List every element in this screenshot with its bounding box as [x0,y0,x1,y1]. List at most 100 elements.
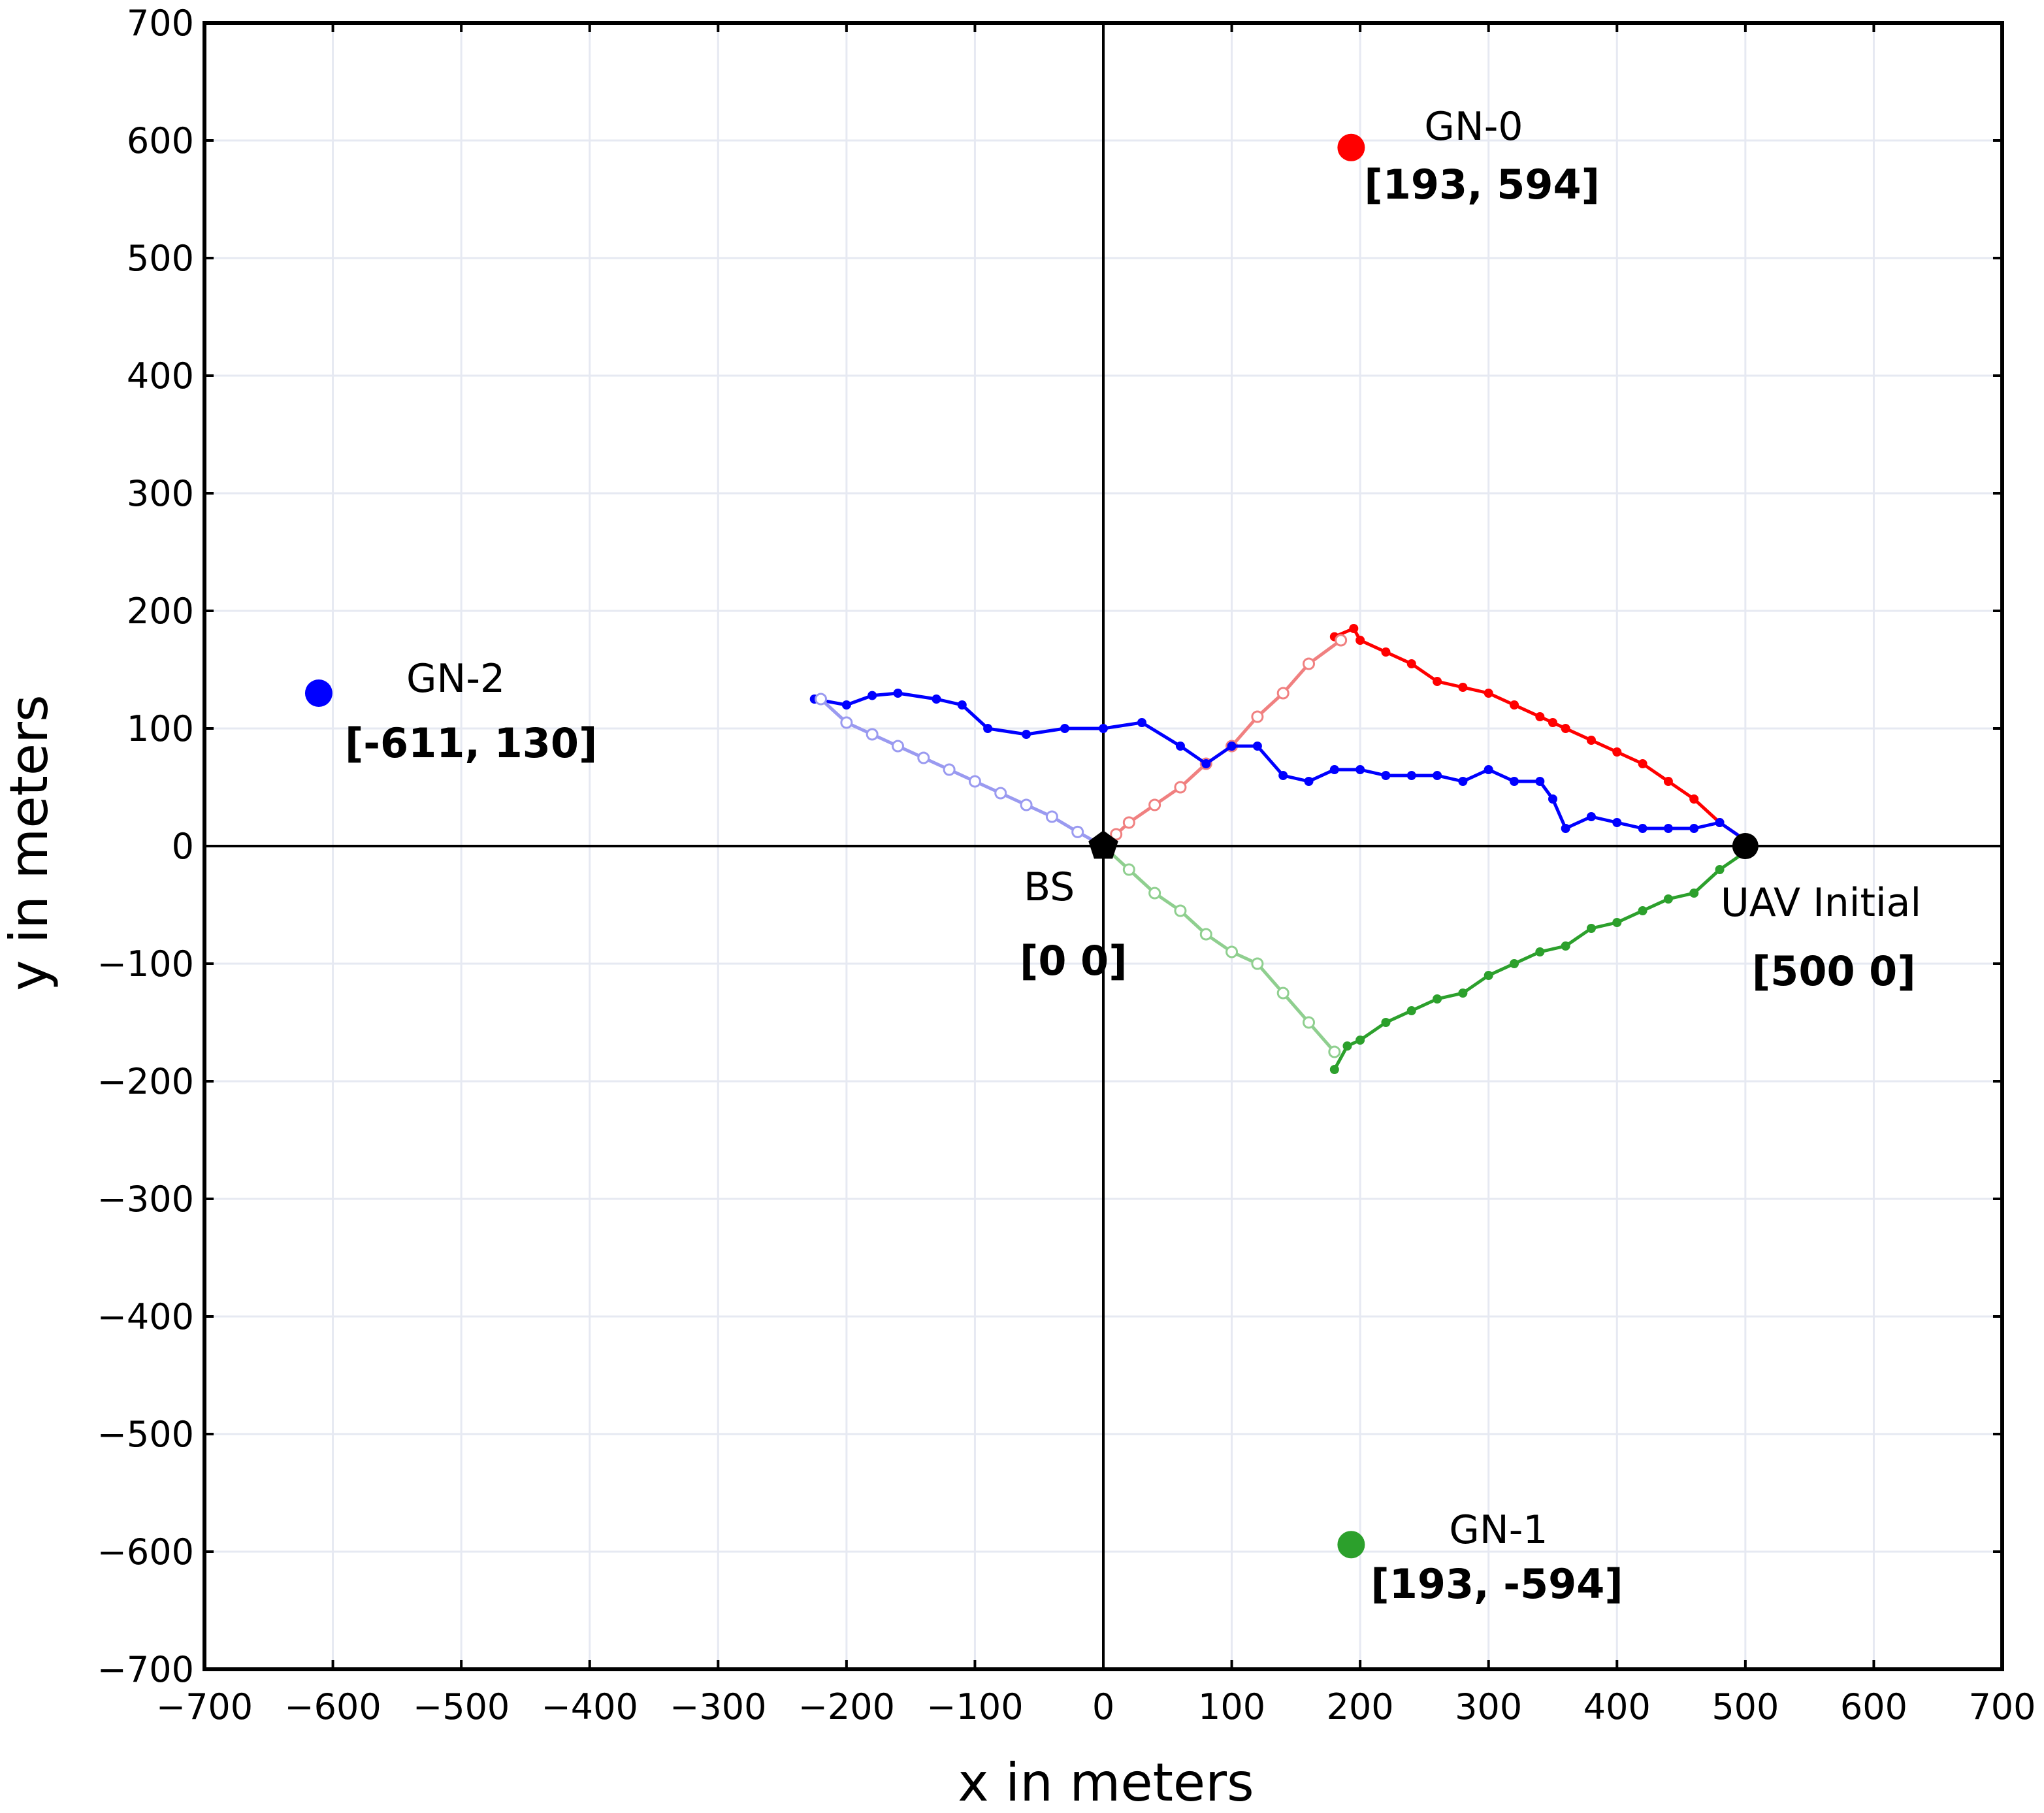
y-tick-label: 400 [127,355,194,397]
y-axis-title: y in meters [0,694,59,990]
series-point [1548,794,1557,804]
series-point [1349,624,1359,633]
series-point [1251,710,1264,723]
point-coordinate-label: [193, 594] [1364,161,1600,208]
series-point [1122,816,1135,829]
series-point [1328,1045,1341,1058]
series-point [1535,777,1545,786]
tick-labels: −700 −600 −500 −400 −300 −200 −100 0 100 200 300 40… [97,3,2036,1727]
x-tick-label: −500 [413,1686,510,1727]
point-name-label: GN-1 [1449,1507,1548,1553]
series-point [1406,659,1416,668]
series-point [1276,687,1290,700]
series-point [1638,759,1647,768]
x-tick-label: 600 [1840,1686,1907,1727]
point-coordinate-label: [500 0] [1752,947,1916,995]
y-tick-label: 600 [127,120,194,161]
series-point [1406,771,1416,780]
series-point [1586,924,1596,933]
y-tick-label: −200 [97,1061,194,1102]
series-point [1586,736,1596,745]
x-tick-label: 400 [1583,1686,1651,1727]
series-point [1663,777,1673,786]
series-point [1458,988,1468,998]
series-point [1381,771,1391,780]
series-point [1433,994,1442,1004]
series-point [1458,683,1468,692]
series-point [1099,724,1108,733]
series-point [1060,724,1070,733]
series-point [1663,824,1673,833]
series-point [1227,742,1237,751]
x-tick-label: −600 [284,1686,381,1727]
series-point [1612,747,1622,757]
series-point [868,691,877,700]
series-point [1174,904,1187,917]
series-point [1122,863,1135,876]
x-tick-label: −100 [926,1686,1023,1727]
series-point [866,728,879,741]
series-point [1022,730,1031,739]
y-tick-label: −600 [97,1531,194,1573]
series-point [1381,647,1391,657]
y-tick-label: 700 [127,3,194,44]
series-point [983,724,993,733]
y-tick-label: 200 [127,591,194,632]
series-point [1484,971,1493,980]
y-tick-label: −500 [97,1414,194,1455]
y-tick-label: 500 [127,238,194,279]
series-4 [809,689,1750,845]
series-point [1304,777,1314,786]
point-coordinate-label: [-611, 130] [345,719,597,767]
point-name-label: BS [1024,864,1075,910]
series-point [1020,798,1033,811]
x-tick-label: −700 [156,1686,253,1727]
x-tick-label: 700 [1968,1686,2036,1727]
series-point [1201,759,1211,768]
series-point [1303,1016,1316,1029]
uav-initial-marker [1732,833,1759,859]
series-point [957,700,967,710]
series-point [1663,894,1673,904]
series-point [1175,742,1185,751]
series-point [1612,918,1622,927]
y-tick-label: 0 [172,826,194,867]
series-point [1174,781,1187,794]
series-point [1458,777,1468,786]
series-point [1715,865,1725,874]
series-point [1381,1018,1391,1027]
series-point [1276,987,1290,1000]
series-point [1335,634,1348,647]
series-point [1638,906,1647,915]
x-tick-label: 200 [1327,1686,1394,1727]
series-point [1535,712,1545,721]
series-point [917,751,930,764]
series-point [943,763,956,776]
series-point [932,694,941,704]
series-point [1638,824,1647,833]
series-point [1355,765,1365,774]
series-point [1342,1041,1352,1051]
series-point [1715,818,1725,827]
plot-frame [203,21,2004,1671]
y-tick-label: 100 [127,708,194,749]
x-tick-label: −200 [798,1686,895,1727]
series-point [1484,689,1493,698]
point-name-label: UAV Initial [1721,880,1921,926]
y-tick-label: −700 [97,1649,194,1690]
series-point [1225,945,1239,958]
ground-node-marker [304,679,333,707]
x-tick-label: 300 [1455,1686,1522,1727]
series-point [1148,798,1161,811]
series-point [1484,765,1493,774]
series-point [1355,1036,1365,1045]
point-gn-0: GN-0 [193, 594] [1337,104,1600,208]
x-tick-label: 100 [1198,1686,1265,1727]
series-point [893,689,903,698]
base-station-marker [1088,830,1118,859]
ground-node-marker [1337,133,1365,161]
series-point [1355,636,1365,645]
series-point [1548,718,1557,727]
